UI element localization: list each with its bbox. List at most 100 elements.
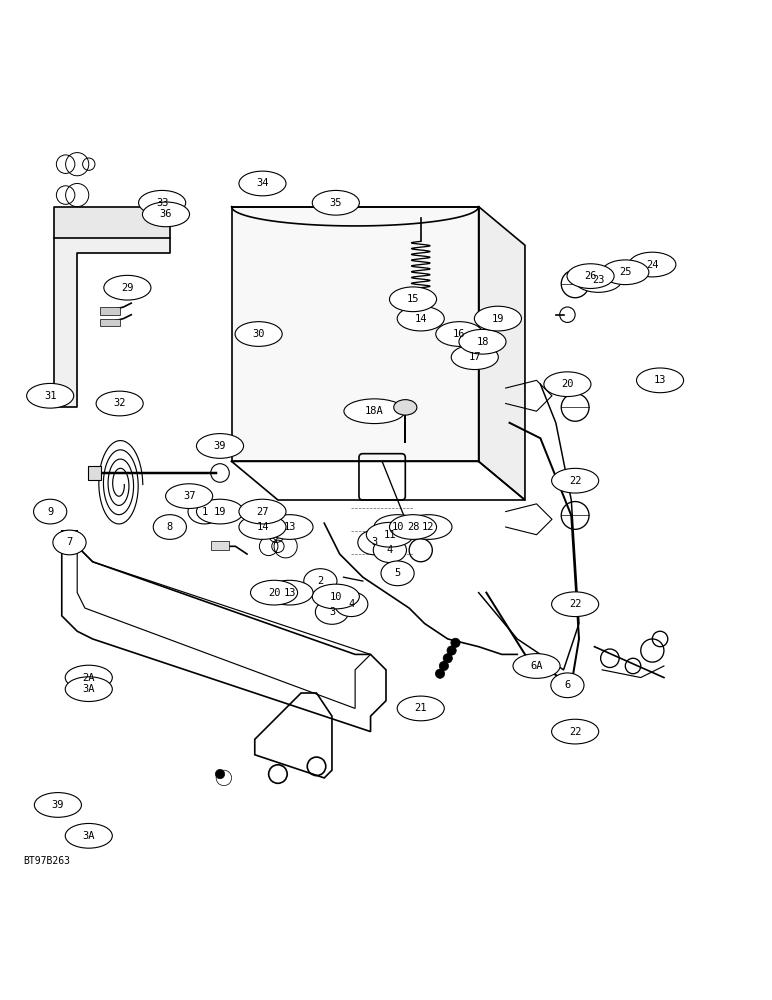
- Ellipse shape: [373, 538, 406, 563]
- Text: 8: 8: [167, 522, 173, 532]
- Text: 27: 27: [256, 507, 269, 517]
- Ellipse shape: [103, 275, 151, 300]
- Ellipse shape: [451, 345, 498, 370]
- Text: 29: 29: [121, 283, 134, 293]
- Text: 28: 28: [407, 522, 419, 532]
- Ellipse shape: [65, 665, 113, 690]
- Polygon shape: [232, 207, 479, 461]
- Ellipse shape: [139, 190, 185, 215]
- Text: 13: 13: [654, 375, 666, 385]
- Ellipse shape: [142, 202, 189, 227]
- Text: 18: 18: [476, 337, 489, 347]
- Text: 13: 13: [283, 588, 296, 598]
- Ellipse shape: [628, 252, 676, 277]
- FancyBboxPatch shape: [88, 466, 101, 480]
- Text: 10: 10: [391, 522, 404, 532]
- Ellipse shape: [266, 515, 313, 539]
- Ellipse shape: [397, 696, 444, 721]
- Text: 13: 13: [283, 522, 296, 532]
- FancyBboxPatch shape: [100, 307, 120, 315]
- Ellipse shape: [357, 530, 391, 555]
- Circle shape: [215, 769, 225, 779]
- Ellipse shape: [513, 654, 560, 678]
- Text: 11: 11: [384, 530, 396, 540]
- Text: 4: 4: [348, 599, 354, 609]
- Ellipse shape: [312, 190, 359, 215]
- Ellipse shape: [26, 383, 73, 408]
- Text: 15: 15: [407, 294, 419, 304]
- Text: 10: 10: [330, 591, 342, 601]
- Ellipse shape: [551, 468, 599, 493]
- Polygon shape: [479, 207, 525, 500]
- Text: 32: 32: [113, 398, 126, 408]
- Text: 3: 3: [371, 537, 378, 547]
- Ellipse shape: [474, 306, 522, 331]
- Text: 24: 24: [646, 260, 659, 270]
- Ellipse shape: [250, 580, 298, 605]
- Ellipse shape: [374, 515, 422, 539]
- Text: 37: 37: [183, 491, 195, 501]
- Text: 6A: 6A: [530, 661, 543, 671]
- Polygon shape: [54, 238, 170, 407]
- Ellipse shape: [52, 530, 86, 555]
- Text: 2A: 2A: [83, 673, 95, 683]
- Text: 5: 5: [394, 568, 401, 578]
- Ellipse shape: [567, 264, 615, 288]
- Ellipse shape: [239, 171, 286, 196]
- Text: 22: 22: [569, 476, 581, 486]
- Text: 19: 19: [492, 314, 504, 324]
- Text: 22: 22: [569, 727, 581, 737]
- Text: 1: 1: [201, 507, 208, 517]
- Text: 31: 31: [44, 391, 56, 401]
- Text: 3: 3: [329, 607, 335, 617]
- Circle shape: [447, 646, 456, 655]
- Text: 6: 6: [564, 680, 571, 690]
- Ellipse shape: [34, 793, 81, 817]
- Ellipse shape: [303, 569, 337, 593]
- Text: 9: 9: [47, 507, 53, 517]
- Ellipse shape: [543, 372, 591, 397]
- Ellipse shape: [196, 499, 243, 524]
- Text: 21: 21: [415, 703, 427, 713]
- Text: 20: 20: [561, 379, 574, 389]
- Text: 2: 2: [317, 576, 323, 586]
- Ellipse shape: [33, 499, 66, 524]
- Ellipse shape: [551, 719, 599, 744]
- Text: 35: 35: [330, 198, 342, 208]
- Text: 7: 7: [66, 537, 73, 547]
- Ellipse shape: [459, 329, 506, 354]
- Circle shape: [435, 669, 445, 678]
- Text: 17: 17: [469, 352, 481, 362]
- Text: 22: 22: [569, 599, 581, 609]
- Text: 14: 14: [415, 314, 427, 324]
- Ellipse shape: [551, 673, 584, 698]
- Text: 34: 34: [256, 178, 269, 188]
- Ellipse shape: [188, 499, 222, 524]
- Text: 12: 12: [422, 522, 435, 532]
- Ellipse shape: [239, 515, 286, 539]
- Text: BT97B263: BT97B263: [23, 856, 70, 866]
- Ellipse shape: [390, 515, 437, 539]
- Ellipse shape: [266, 580, 313, 605]
- Text: 36: 36: [160, 209, 172, 219]
- Ellipse shape: [334, 592, 367, 617]
- Text: 20: 20: [268, 588, 280, 598]
- Ellipse shape: [235, 322, 283, 346]
- Ellipse shape: [65, 823, 113, 848]
- Ellipse shape: [551, 592, 599, 617]
- Text: 33: 33: [156, 198, 168, 208]
- Ellipse shape: [601, 260, 648, 285]
- Ellipse shape: [405, 515, 452, 539]
- Text: 3A: 3A: [83, 684, 95, 694]
- Text: 16: 16: [453, 329, 466, 339]
- Ellipse shape: [196, 434, 243, 458]
- Ellipse shape: [312, 584, 359, 609]
- Ellipse shape: [574, 268, 622, 292]
- Ellipse shape: [397, 306, 444, 331]
- Text: 30: 30: [252, 329, 265, 339]
- FancyBboxPatch shape: [211, 541, 229, 550]
- Text: 26: 26: [584, 271, 597, 281]
- Ellipse shape: [390, 287, 437, 312]
- Ellipse shape: [381, 561, 414, 586]
- Ellipse shape: [366, 522, 414, 547]
